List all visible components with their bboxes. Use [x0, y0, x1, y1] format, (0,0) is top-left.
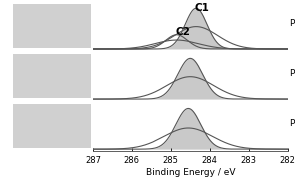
- X-axis label: Binding Energy / eV: Binding Energy / eV: [145, 168, 235, 177]
- Text: Pt(355): Pt(355): [290, 19, 295, 28]
- Text: C2: C2: [176, 27, 191, 37]
- Text: Pt(111): Pt(111): [290, 119, 295, 128]
- Text: C1: C1: [195, 3, 210, 13]
- Text: Pt(322): Pt(322): [290, 69, 295, 78]
